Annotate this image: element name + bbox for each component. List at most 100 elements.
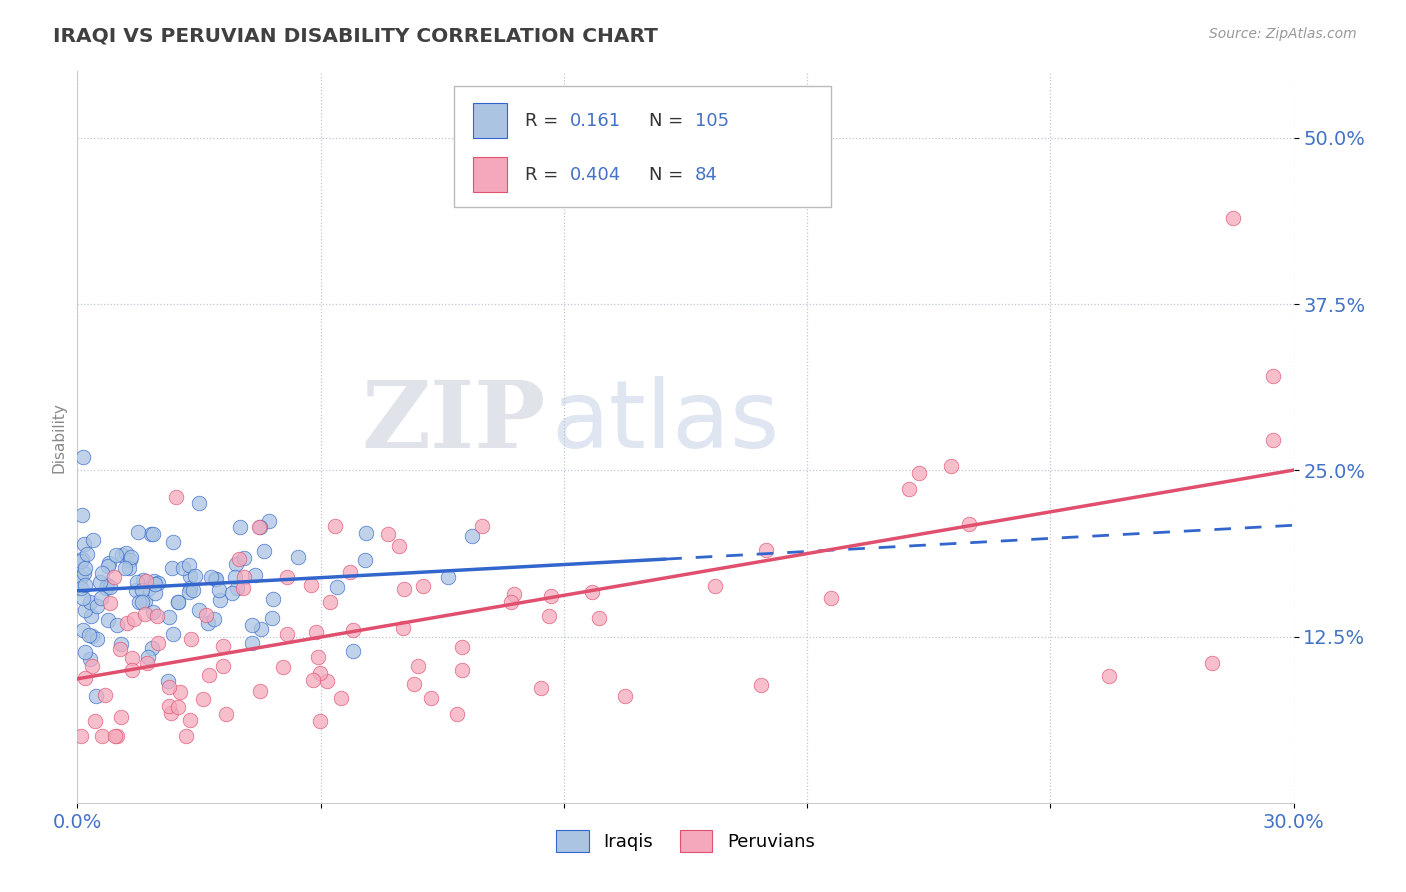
Point (287, 550, 309, 565)
Point (97, 613, 120, 627)
Point (76, 547, 98, 561)
Point (221, 586, 243, 600)
Point (224, 569, 246, 583)
Point (72, 623, 94, 637)
Point (79, 595, 101, 609)
Point (420, 691, 443, 706)
Point (131, 583, 153, 598)
Point (232, 569, 254, 583)
Point (212, 639, 235, 653)
Point (146, 635, 169, 649)
Point (103, 570, 125, 584)
Point (159, 706, 181, 721)
Point (110, 637, 132, 651)
Point (141, 641, 163, 656)
Point (70, 729, 93, 743)
Point (157, 610, 180, 624)
Point (406, 659, 429, 673)
Point (72, 591, 94, 606)
Point (377, 527, 399, 541)
Point (939, 458, 962, 473)
Point (184, 569, 207, 583)
Point (72, 450, 94, 464)
Point (166, 700, 188, 714)
Point (148, 576, 170, 591)
Point (318, 594, 340, 608)
Point (325, 519, 347, 533)
Point (588, 610, 610, 624)
Point (204, 612, 226, 626)
Point (70, 581, 93, 595)
Point (156, 673, 179, 688)
Point (907, 466, 929, 480)
Point (134, 607, 156, 621)
Text: R =: R = (524, 166, 564, 184)
Point (73, 577, 96, 591)
Point (342, 644, 364, 658)
Point (273, 660, 295, 674)
Point (162, 534, 184, 549)
Point (125, 575, 148, 590)
Point (139, 526, 162, 541)
Point (613, 690, 636, 704)
Point (105, 617, 128, 632)
Text: IRAQI VS PERUVIAN DISABILITY CORRELATION CHART: IRAQI VS PERUVIAN DISABILITY CORRELATION… (53, 27, 658, 45)
Point (329, 691, 352, 706)
Point (179, 569, 201, 583)
Point (208, 592, 231, 607)
Point (142, 574, 165, 589)
Point (80, 609, 103, 624)
Point (247, 520, 270, 534)
Point (146, 608, 169, 623)
Point (1098, 669, 1121, 683)
Point (392, 621, 415, 635)
Point (259, 514, 281, 528)
Point (898, 483, 921, 497)
Point (110, 710, 132, 724)
Point (162, 627, 184, 641)
Text: 0.161: 0.161 (569, 112, 621, 130)
Point (91, 566, 114, 581)
Point (197, 615, 219, 630)
Text: atlas: atlas (551, 376, 780, 468)
Point (111, 548, 134, 562)
Point (704, 579, 727, 593)
Point (262, 591, 284, 606)
Point (225, 582, 247, 596)
Point (115, 615, 138, 630)
Point (402, 677, 425, 691)
Point (70, 508, 93, 523)
Point (80, 658, 103, 673)
Point (215, 706, 238, 721)
Point (70, 554, 93, 568)
Point (179, 581, 201, 595)
Point (195, 608, 218, 623)
Point (72, 537, 94, 551)
Point (179, 713, 201, 727)
Point (100, 580, 122, 594)
Point (245, 567, 267, 582)
Point (117, 561, 139, 575)
Point (73, 645, 96, 659)
Point (114, 561, 136, 575)
Point (499, 595, 522, 609)
Point (211, 659, 233, 673)
Point (276, 570, 298, 584)
Point (121, 663, 143, 677)
Point (142, 527, 165, 541)
Point (143, 586, 166, 600)
Text: R =: R = (524, 112, 564, 130)
Point (86, 632, 108, 647)
Point (135, 657, 157, 671)
Point (110, 641, 132, 656)
Point (309, 714, 332, 729)
Point (138, 581, 160, 595)
Point (174, 729, 197, 743)
Point (225, 557, 247, 571)
Point (233, 551, 256, 566)
Point (749, 678, 772, 692)
Point (1222, 211, 1244, 225)
Point (118, 553, 141, 567)
Point (132, 573, 155, 587)
Point (446, 707, 468, 722)
